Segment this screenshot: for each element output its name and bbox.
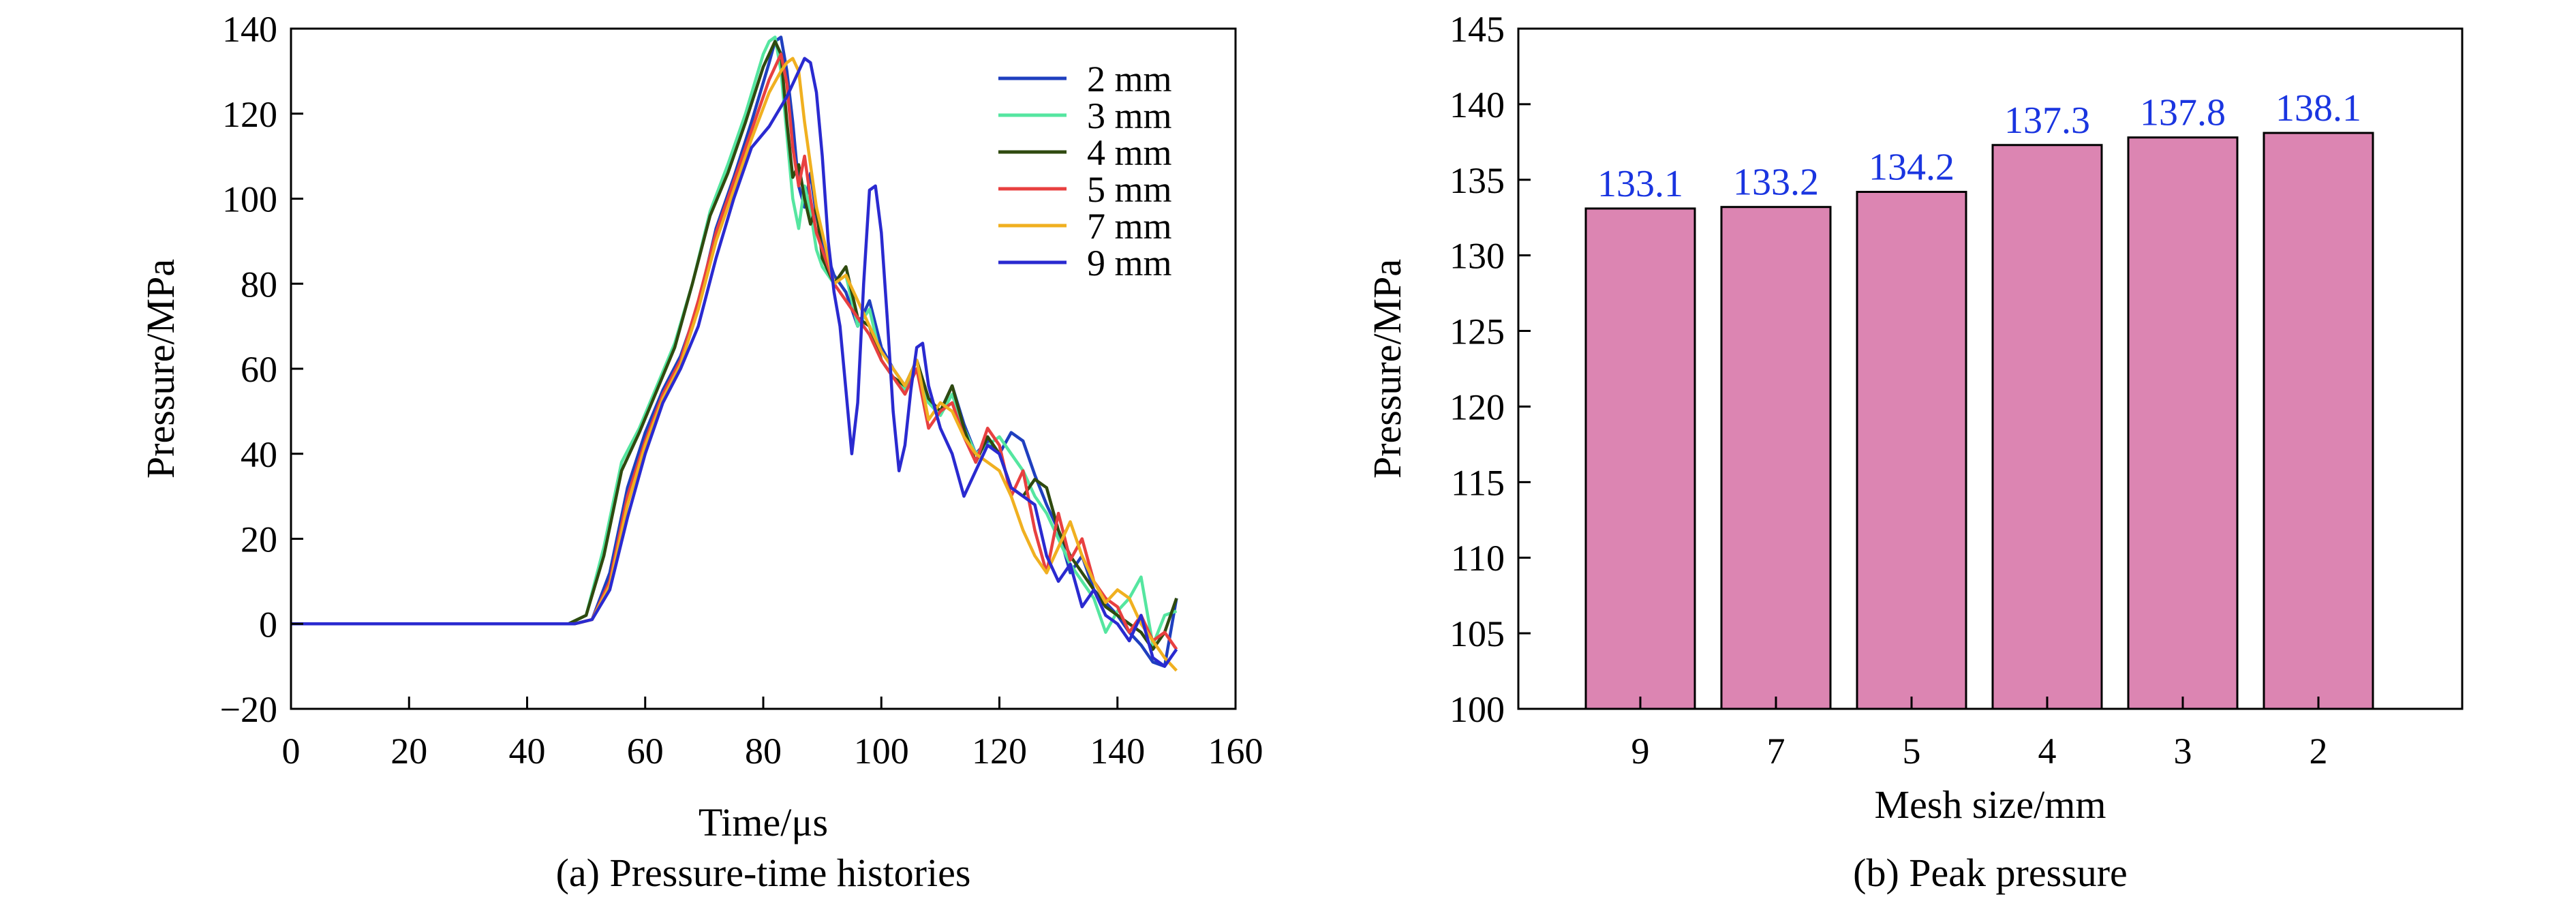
x-tick-label: 140 <box>1090 731 1145 772</box>
bar-value-label-4: 137.3 <box>2004 100 2090 142</box>
y-tick-label: 130 <box>1450 236 1505 277</box>
legend-label-3: 4 mm <box>1087 132 1172 173</box>
x-tick-label: 3 <box>2174 731 2192 772</box>
series-line-2 <box>291 35 1178 647</box>
x-tick-label: 100 <box>854 731 909 772</box>
bar-3 <box>1856 191 1967 710</box>
bar-value-label-1: 133.1 <box>1597 163 1683 205</box>
bar-4 <box>1991 144 2103 710</box>
series-line-3 <box>291 40 1178 651</box>
y-tick-label: 20 <box>241 519 277 560</box>
bar-6 <box>2263 132 2374 710</box>
x-axis-label: Mesh size/mm <box>1875 782 2106 827</box>
x-tick-label: 160 <box>1208 731 1263 772</box>
y-tick-label: 120 <box>1450 386 1505 427</box>
x-tick-label: 5 <box>1903 731 1921 772</box>
x-tick-label: 40 <box>509 731 546 772</box>
y-tick-label: 100 <box>222 179 277 220</box>
series-line-1 <box>291 35 1178 668</box>
x-axis-label: Time/μs <box>699 800 828 844</box>
y-tick-label: 135 <box>1450 160 1505 201</box>
bar-value-label-6: 138.1 <box>2275 87 2361 129</box>
y-axis-label: Pressure/MPa <box>1365 259 1409 478</box>
y-tick-label: 100 <box>1450 689 1505 730</box>
y-tick-label: 105 <box>1450 613 1505 654</box>
plot-frame <box>1517 27 2464 710</box>
x-tick-label: 80 <box>745 731 782 772</box>
y-tick-label: 80 <box>241 264 277 305</box>
y-tick-label: 140 <box>222 9 277 50</box>
bar-value-label-2: 133.2 <box>1733 162 1819 204</box>
chart-caption: (b) Peak pressure <box>1853 851 2128 895</box>
x-tick-label: 7 <box>1767 731 1785 772</box>
y-tick-label: 120 <box>222 94 277 135</box>
series-line-4 <box>291 52 1178 650</box>
y-tick-label: −20 <box>220 689 277 730</box>
x-tick-label: 9 <box>1631 731 1650 772</box>
bar-value-label-3: 134.2 <box>1869 147 1954 189</box>
bar-5 <box>2127 136 2239 710</box>
bar-chart-panel: 133.1 9 133.2 7 134.2 5 137.3 4 137.8 3 138.1 2 100 1… <box>1365 9 2464 895</box>
x-tick-label: 20 <box>390 731 427 772</box>
x-tick-label: 60 <box>627 731 664 772</box>
y-tick-label: 145 <box>1450 9 1505 50</box>
y-tick-label: 115 <box>1451 462 1505 503</box>
series-line-6 <box>291 57 1178 668</box>
bar-1 <box>1584 207 1696 710</box>
line-chart-panel: 0 20 40 60 80 100 120 140 160−200204060801001201… <box>138 9 1263 895</box>
legend-label-5: 7 mm <box>1087 206 1172 247</box>
x-tick-label: 0 <box>282 731 301 772</box>
bar-2 <box>1720 206 1832 710</box>
y-tick-label: 125 <box>1450 311 1505 352</box>
x-tick-label: 120 <box>972 731 1027 772</box>
legend-label-6: 9 mm <box>1087 243 1172 284</box>
chart-caption: (a) Pressure-time histories <box>556 851 971 895</box>
legend-label-1: 2 mm <box>1087 59 1172 100</box>
x-tick-label: 2 <box>2310 731 2328 772</box>
legend-label-4: 5 mm <box>1087 169 1172 210</box>
x-tick-label: 4 <box>2038 731 2057 772</box>
y-tick-label: 110 <box>1451 538 1505 579</box>
series-line-5 <box>291 57 1178 672</box>
y-axis-label: Pressure/MPa <box>138 259 183 478</box>
y-tick-label: 60 <box>241 349 277 390</box>
legend-label-2: 3 mm <box>1087 95 1172 136</box>
y-tick-label: 40 <box>241 434 277 475</box>
bar-value-label-5: 137.8 <box>2140 92 2226 134</box>
y-tick-label: 0 <box>259 604 277 645</box>
y-tick-label: 140 <box>1450 85 1505 125</box>
